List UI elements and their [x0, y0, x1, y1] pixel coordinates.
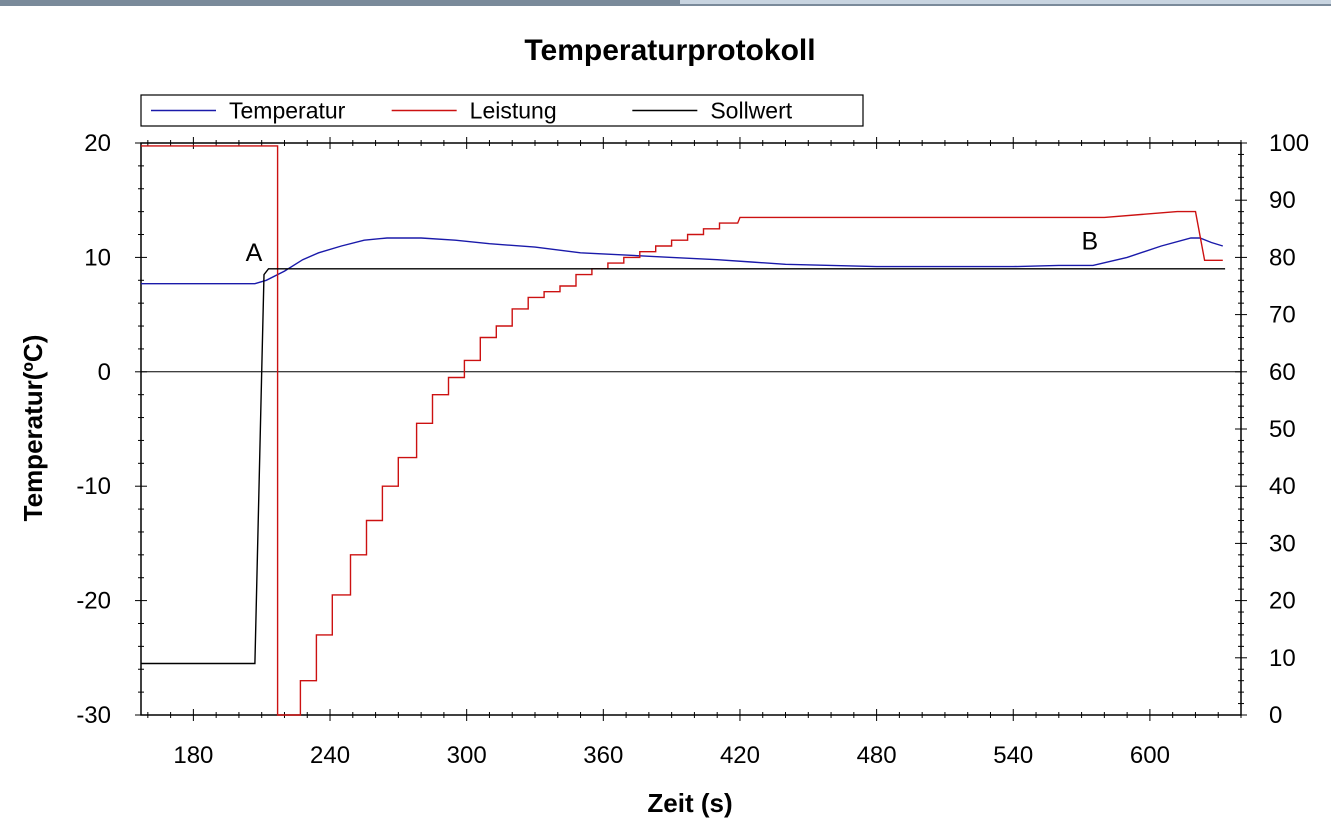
left-tick-label: -10 [76, 473, 111, 500]
legend-label-sollwert: Sollwert [710, 98, 792, 124]
right-tick-label: 70 [1269, 302, 1296, 329]
legend-label-leistung: Leistung [470, 98, 557, 124]
plot-frame [140, 142, 1242, 716]
right-axis-ticks: 0 10 20 30 40 50 60 70 80 90 100 [1235, 130, 1309, 729]
x-axis-ticks: 180 240 300 360 420 480 540 600 [147, 137, 1242, 769]
series-line-leistung [141, 145, 1223, 716]
right-tick-label: 100 [1269, 130, 1309, 157]
y-axis-label: Temperatur(ºC) [18, 335, 48, 522]
x-tick-label: 600 [1130, 742, 1170, 769]
legend-label-temperatur: Temperatur [229, 98, 346, 124]
left-tick-label: -30 [76, 702, 111, 729]
x-tick-label: 540 [993, 742, 1033, 769]
left-axis-ticks: -30 -20 -10 0 10 20 [76, 130, 147, 729]
right-tick-label: 60 [1269, 359, 1296, 386]
chart-title: Temperaturprotokoll [524, 34, 815, 67]
window-top-strip [0, 0, 1331, 6]
x-tick-label: 300 [447, 742, 487, 769]
legend: Temperatur Leistung Sollwert [140, 94, 864, 127]
right-tick-label: 80 [1269, 244, 1296, 271]
x-tick-label: 420 [720, 742, 760, 769]
left-tick-label: -20 [76, 588, 111, 615]
left-tick-label: 0 [98, 359, 111, 386]
right-tick-label: 30 [1269, 530, 1296, 557]
left-tick-label: 10 [84, 244, 111, 271]
annotation-b: B [1081, 228, 1098, 256]
legend-box [140, 94, 864, 127]
series-line-sollwert [141, 268, 1226, 665]
series-layer [141, 145, 1226, 716]
right-tick-label: 0 [1269, 702, 1282, 729]
right-tick-label: 90 [1269, 187, 1296, 214]
right-tick-label: 50 [1269, 416, 1296, 443]
x-tick-label: 240 [310, 742, 350, 769]
right-tick-label: 20 [1269, 588, 1296, 615]
x-axis-label: Zeit (s) [647, 788, 732, 818]
right-tick-label: 40 [1269, 473, 1296, 500]
series-line-temperatur [141, 237, 1224, 285]
x-tick-label: 360 [583, 742, 623, 769]
x-tick-label: 480 [857, 742, 897, 769]
left-tick-label: 20 [84, 130, 111, 157]
x-tick-label: 180 [173, 742, 213, 769]
right-tick-label: 10 [1269, 645, 1296, 672]
annotation-a: A [246, 239, 263, 267]
plot-border [140, 142, 1242, 716]
